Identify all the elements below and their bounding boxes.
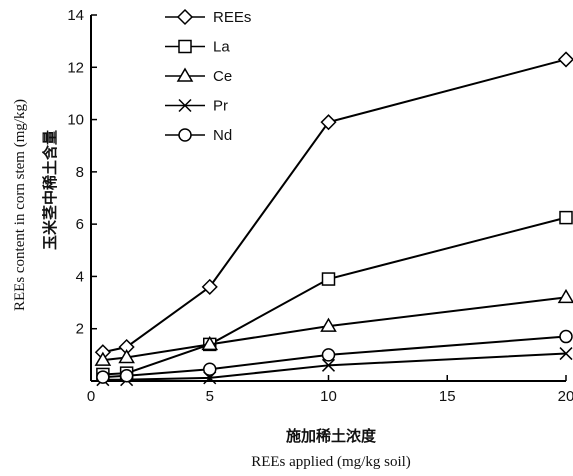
legend-item-pr: Pr xyxy=(165,98,228,115)
y-tick-label: 4 xyxy=(76,268,84,285)
data-point-la xyxy=(559,210,573,225)
legend-marker-la xyxy=(178,39,192,54)
y-axis-title-zh: 玉米茎中稀土含量 xyxy=(41,130,59,250)
y-axis-title: REEs content in corn stem (mg/kg) xyxy=(12,99,28,311)
y-tick-label: 8 xyxy=(76,164,84,181)
legend-item-rees: REEs xyxy=(165,8,251,26)
data-point-nd xyxy=(119,369,134,383)
chart-series xyxy=(94,51,573,387)
x-tick-label: 0 xyxy=(87,388,95,405)
data-point-ce xyxy=(320,317,337,332)
y-tick-label: 6 xyxy=(76,216,84,233)
y-tick-label: 2 xyxy=(76,321,84,338)
x-tick-label: 10 xyxy=(320,388,337,405)
legend-label: Ce xyxy=(213,68,232,85)
legend-label: Nd xyxy=(213,127,232,144)
legend-marker-rees xyxy=(176,8,194,26)
data-point-ce xyxy=(94,351,112,366)
series-line-rees xyxy=(102,58,567,354)
data-point-pr xyxy=(559,347,573,361)
legend-item-nd: Nd xyxy=(165,127,232,144)
x-axis-title: REEs applied (mg/kg soil) xyxy=(251,454,411,470)
data-point-nd xyxy=(203,362,217,376)
legend-label: La xyxy=(213,39,230,56)
legend-item-la: La xyxy=(165,39,230,56)
y-tick-label: 14 xyxy=(67,7,84,24)
y-tick-label: 12 xyxy=(67,59,84,76)
data-point-pr xyxy=(321,358,336,372)
y-tick-label: 10 xyxy=(67,112,84,129)
chart-ticks: 0 5 10 15 20 2 4 6 8 10 12 14 xyxy=(67,7,573,405)
legend-marker-nd xyxy=(178,128,192,142)
data-point-nd xyxy=(96,370,110,384)
chart-legend: REEs La Ce Pr Nd xyxy=(165,8,251,144)
x-tick-label: 5 xyxy=(206,388,214,405)
legend-item-ce: Ce xyxy=(165,67,232,85)
data-point-nd xyxy=(321,348,336,362)
data-point-ce xyxy=(118,348,135,364)
x-axis-title-zh: 施加稀土浓度 xyxy=(286,427,377,445)
series-ce xyxy=(94,288,573,366)
legend-label: REEs xyxy=(213,9,251,26)
data-point-nd xyxy=(559,329,573,344)
data-point-rees xyxy=(201,278,218,295)
x-tick-label: 20 xyxy=(558,388,573,405)
series-rees xyxy=(94,51,573,361)
data-point-ce xyxy=(201,335,219,351)
data-point-rees xyxy=(320,114,337,131)
legend-marker-ce xyxy=(176,67,194,82)
data-point-la xyxy=(321,272,336,286)
data-point-ce xyxy=(557,288,573,304)
legend-marker-pr xyxy=(178,98,192,113)
series-nd xyxy=(96,329,573,384)
legend-label: Pr xyxy=(213,98,228,115)
x-tick-label: 15 xyxy=(439,388,456,405)
data-point-rees xyxy=(557,51,573,68)
